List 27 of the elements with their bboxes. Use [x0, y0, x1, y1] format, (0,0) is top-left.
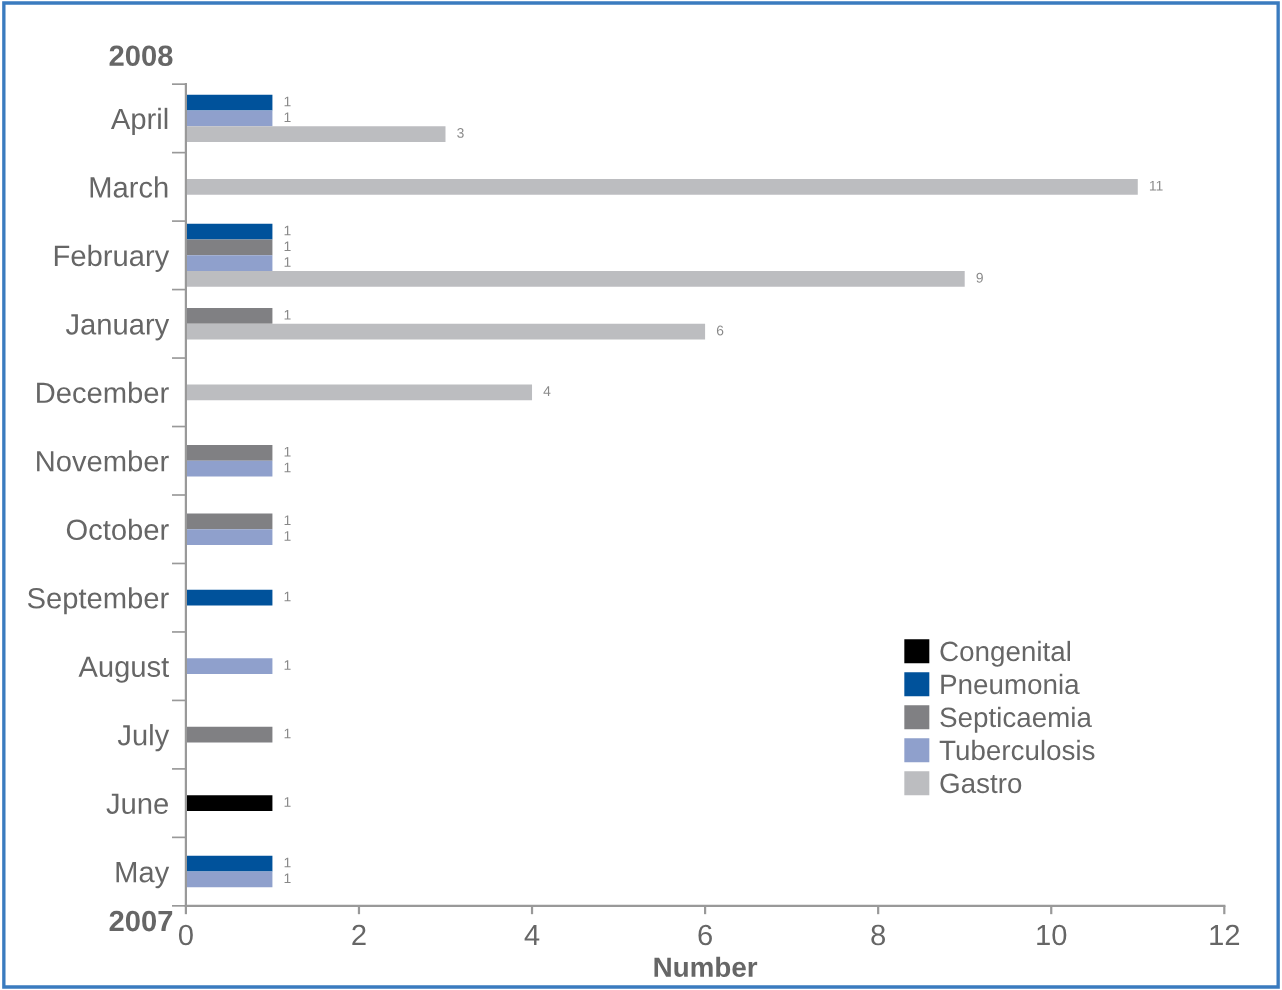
- x-tick-label: 4: [524, 924, 540, 946]
- y-tick-label: June: [106, 793, 168, 814]
- legend-label: Septicaemia: [940, 706, 1092, 733]
- y-tick-label: October: [66, 518, 169, 541]
- y-tick-label: April: [110, 107, 168, 136]
- legend-label: Congenital: [940, 640, 1070, 667]
- y-tick-label: August: [78, 656, 170, 683]
- y-tick-label: December: [37, 381, 169, 404]
- y-tick-label: February: [54, 244, 170, 272]
- x-tick-label: 8: [871, 924, 886, 946]
- y-tick-label: November: [37, 450, 169, 472]
- x-tick-label: 2: [352, 924, 366, 946]
- legend-label: Pneumonia: [941, 673, 1080, 695]
- text: 2007: [109, 910, 173, 932]
- text: 2008: [109, 45, 173, 67]
- y-tick-label: January: [65, 314, 170, 341]
- x-tick-label: 10: [1037, 924, 1067, 946]
- x-tick-label: 6: [698, 924, 712, 946]
- y-tick-label: March: [90, 176, 168, 198]
- x-tick-label: 0: [178, 924, 193, 946]
- y-tick-label: May: [116, 862, 170, 889]
- y-tick-label: September: [27, 587, 169, 615]
- legend-label: Gastro: [940, 773, 1022, 794]
- legend-label: Tuberculosis: [939, 739, 1095, 761]
- y-tick-label: July: [117, 724, 170, 752]
- x-tick-label: 12: [1210, 924, 1240, 946]
- x-axis-title: Number: [654, 956, 758, 978]
